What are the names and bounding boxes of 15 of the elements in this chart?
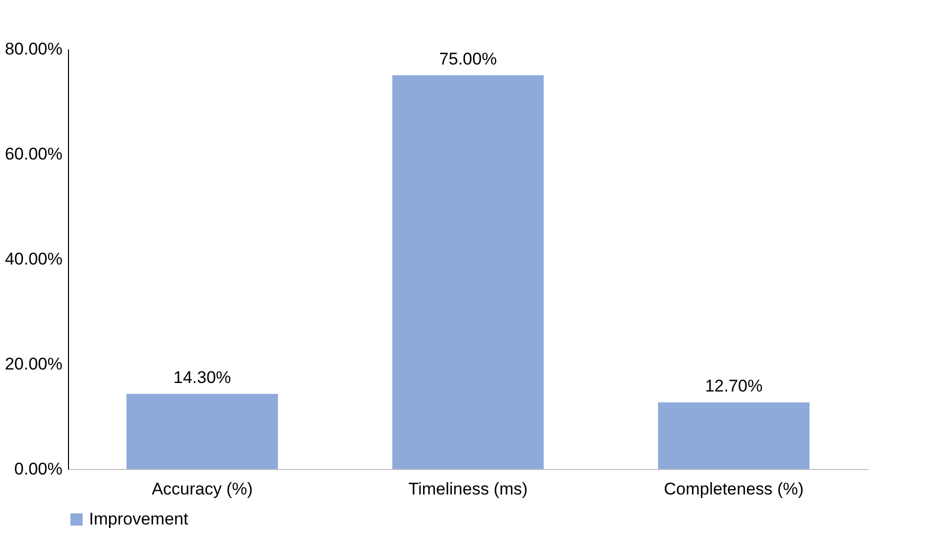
bar — [392, 75, 544, 469]
y-tick-label: 80.00% — [4, 40, 62, 58]
x-tick-label: Timeliness (ms) — [408, 480, 528, 498]
bar — [126, 394, 278, 469]
y-tick-label: 60.00% — [4, 144, 62, 164]
legend-label: Improvement — [89, 510, 188, 528]
y-tick-label: 20.00% — [4, 354, 62, 374]
data-label: 75.00% — [439, 49, 497, 68]
bar — [658, 402, 810, 469]
data-label: 12.70% — [704, 376, 763, 396]
x-tick-label: Completeness (%) — [664, 480, 804, 498]
y-tick-label: 40.00% — [4, 250, 62, 268]
x-tick-label: Accuracy (%) — [152, 480, 253, 498]
data-label: 14.30% — [173, 368, 232, 387]
y-tick-label: 0.00% — [14, 460, 62, 478]
